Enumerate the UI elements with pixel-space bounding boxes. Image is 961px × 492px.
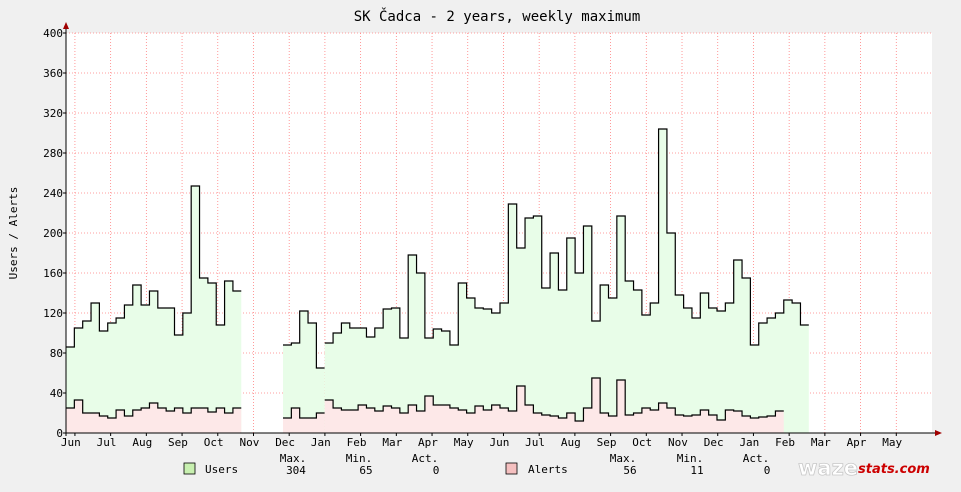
- legend-header-act-alerts: Act.: [743, 452, 770, 465]
- legend-label-users: Users: [205, 463, 238, 476]
- y-axis-arrow: [63, 22, 69, 29]
- x-tick-label-11: May: [454, 436, 474, 449]
- y-axis-label: Users / Alerts: [7, 187, 20, 280]
- alerts-line-2: [324, 377, 784, 422]
- legend-users-min: 65: [359, 464, 372, 477]
- alerts-line-1: [283, 407, 325, 419]
- x-tick-label-1: Jul: [97, 436, 117, 449]
- legend-swatch-users: [183, 462, 196, 475]
- legend-swatch-alerts: [505, 462, 518, 475]
- brand-logo: waze stats.com: [798, 456, 930, 481]
- users-area-1: [283, 311, 325, 433]
- x-tick-label-2: Aug: [132, 436, 152, 449]
- x-tick-label-23: May: [882, 436, 902, 449]
- legend: Users Max. Min. Act. 304 65 0 Alerts Max…: [183, 452, 771, 477]
- brand-logo-waze: waze: [798, 456, 858, 480]
- brand-logo-stats: stats.com: [858, 462, 930, 477]
- chart-title: SK Čadca - 2 years, weekly maximum: [354, 7, 641, 25]
- x-tick-label-12: Jun: [489, 436, 509, 449]
- legend-header-max-alerts: Max.: [610, 452, 637, 465]
- x-tick-label-18: Dec: [704, 436, 724, 449]
- x-tick-label-17: Nov: [668, 436, 688, 449]
- y-tick-label-4: 160: [43, 267, 63, 280]
- x-tick-label-7: Jan: [311, 436, 331, 449]
- legend-label-alerts: Alerts: [528, 463, 568, 476]
- legend-users-act: 0: [433, 464, 440, 477]
- x-tick-label-3: Sep: [168, 436, 188, 449]
- alerts-area-1: [283, 408, 325, 433]
- legend-header-act-users: Act.: [412, 452, 439, 465]
- x-tick-label-0: Jun: [61, 436, 81, 449]
- x-tick-label-8: Feb: [347, 436, 367, 449]
- axis-layer: 0 40 80 120 160 200 240 280 320 360 400 Jun Jul Aug Se…: [43, 22, 942, 449]
- x-tick-label-14: Aug: [561, 436, 581, 449]
- x-axis-arrow: [935, 430, 942, 436]
- series-layer: [66, 128, 809, 433]
- users-line-0: [66, 185, 242, 348]
- x-tick-label-4: Oct: [204, 436, 224, 449]
- legend-users-max: 304: [286, 464, 306, 477]
- alerts-line-0: [66, 399, 242, 419]
- y-tick-label-9: 360: [43, 67, 63, 80]
- x-tick-label-20: Feb: [775, 436, 795, 449]
- x-tick-label-15: Sep: [597, 436, 617, 449]
- legend-header-max-users: Max.: [280, 452, 307, 465]
- x-tick-label-6: Dec: [275, 436, 295, 449]
- x-tick-label-5: Nov: [239, 436, 259, 449]
- x-tick-label-21: Mar: [811, 436, 831, 449]
- x-tick-label-19: Jan: [739, 436, 759, 449]
- y-tick-label-8: 320: [43, 107, 63, 120]
- y-tick-label-3: 120: [43, 307, 63, 320]
- legend-alerts-max: 56: [623, 464, 636, 477]
- y-tick-label-7: 280: [43, 147, 63, 160]
- x-tick-label-16: Oct: [632, 436, 652, 449]
- y-tick-label-6: 240: [43, 187, 63, 200]
- users-line-1: [283, 310, 325, 369]
- y-tick-label-2: 80: [50, 347, 63, 360]
- x-tick-label-22: Apr: [847, 436, 867, 449]
- users-area-0: [66, 186, 242, 433]
- y-tick-label-1: 40: [50, 387, 63, 400]
- legend-header-min-users: Min.: [346, 452, 373, 465]
- legend-alerts-act: 0: [764, 464, 771, 477]
- x-tick-label-9: Mar: [382, 436, 402, 449]
- legend-alerts-min: 11: [690, 464, 703, 477]
- x-tick-label-10: Apr: [418, 436, 438, 449]
- alerts-area-2: [324, 378, 784, 433]
- y-tick-label-5: 200: [43, 227, 63, 240]
- users-line-2: [324, 128, 809, 346]
- y-tick-label-0: 0: [56, 427, 63, 440]
- x-tick-label-13: Jul: [525, 436, 545, 449]
- y-tick-label-10: 400: [43, 27, 63, 40]
- legend-header-min-alerts: Min.: [677, 452, 704, 465]
